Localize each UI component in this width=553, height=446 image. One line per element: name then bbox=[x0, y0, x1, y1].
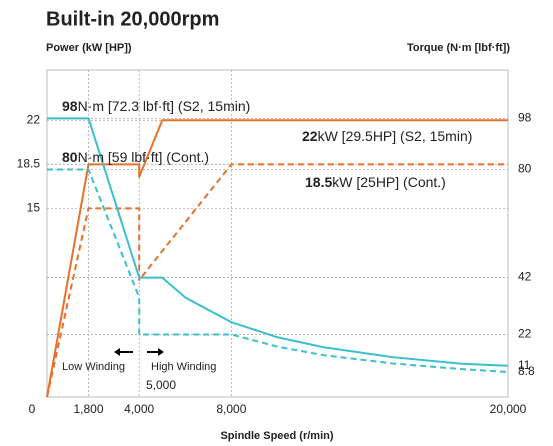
y2-tick-label: 11 bbox=[518, 358, 531, 372]
series-line bbox=[46, 119, 508, 398]
annotation: 98N·m [72.3 lbf·ft] (S2, 15min) bbox=[62, 98, 250, 114]
annotation-text: kW [29.5HP] (S2, 15min) bbox=[318, 128, 473, 144]
x-tick-label: 1,800 bbox=[73, 402, 103, 416]
y2-tick-label: 80 bbox=[518, 162, 532, 176]
x-tick-label: 20,000 bbox=[490, 402, 527, 416]
y-tick-label: 22 bbox=[27, 112, 41, 126]
y-tick-label: 18.5 bbox=[17, 156, 41, 170]
annotation-value: 22 bbox=[302, 128, 318, 144]
y2-axis-label: Torque (N·m [lbf·ft]) bbox=[407, 42, 510, 54]
annotation-text: N·m [72.3 lbf·ft] (S2, 15min) bbox=[78, 98, 251, 114]
annotation-text: N·m [59 lbf·ft] (Cont.) bbox=[78, 149, 209, 165]
plot-frame bbox=[46, 69, 509, 398]
series-line bbox=[47, 117, 509, 367]
y-tick-label: 15 bbox=[27, 201, 41, 215]
annotation: 80N·m [59 lbf·ft] (Cont.) bbox=[62, 149, 209, 165]
y2-tick-label: 8.8 bbox=[518, 364, 535, 378]
series-line bbox=[47, 168, 509, 373]
x-axis-label: Spindle Speed (r/min) bbox=[220, 430, 333, 442]
y2-tick-label: 22 bbox=[518, 327, 532, 341]
annotation: 18.5kW [25HP] (Cont.) bbox=[305, 174, 446, 190]
series-line bbox=[46, 163, 508, 398]
annotation-value: 80 bbox=[62, 149, 78, 165]
y-axis-label: Power (kW [HP]) bbox=[46, 42, 132, 54]
x-tick-label: 8,000 bbox=[216, 402, 246, 416]
annotation: 22kW [29.5HP] (S2, 15min) bbox=[302, 128, 472, 144]
note: Low Winding bbox=[62, 361, 125, 373]
annotation-value: 18.5 bbox=[305, 174, 332, 190]
annotation-text: kW [25HP] (Cont.) bbox=[332, 174, 446, 190]
note: High Winding bbox=[151, 361, 216, 373]
chart-title: Built-in 20,000rpm bbox=[46, 8, 219, 30]
y2-tick-label: 98 bbox=[518, 111, 532, 125]
y2-tick-label: 42 bbox=[518, 270, 532, 284]
x-tick-label: 4,000 bbox=[124, 402, 154, 416]
note: 5,000 bbox=[146, 378, 176, 392]
x-tick-label: 0 bbox=[29, 402, 36, 416]
winding-arrows bbox=[114, 348, 164, 356]
annotation-value: 98 bbox=[62, 98, 78, 114]
